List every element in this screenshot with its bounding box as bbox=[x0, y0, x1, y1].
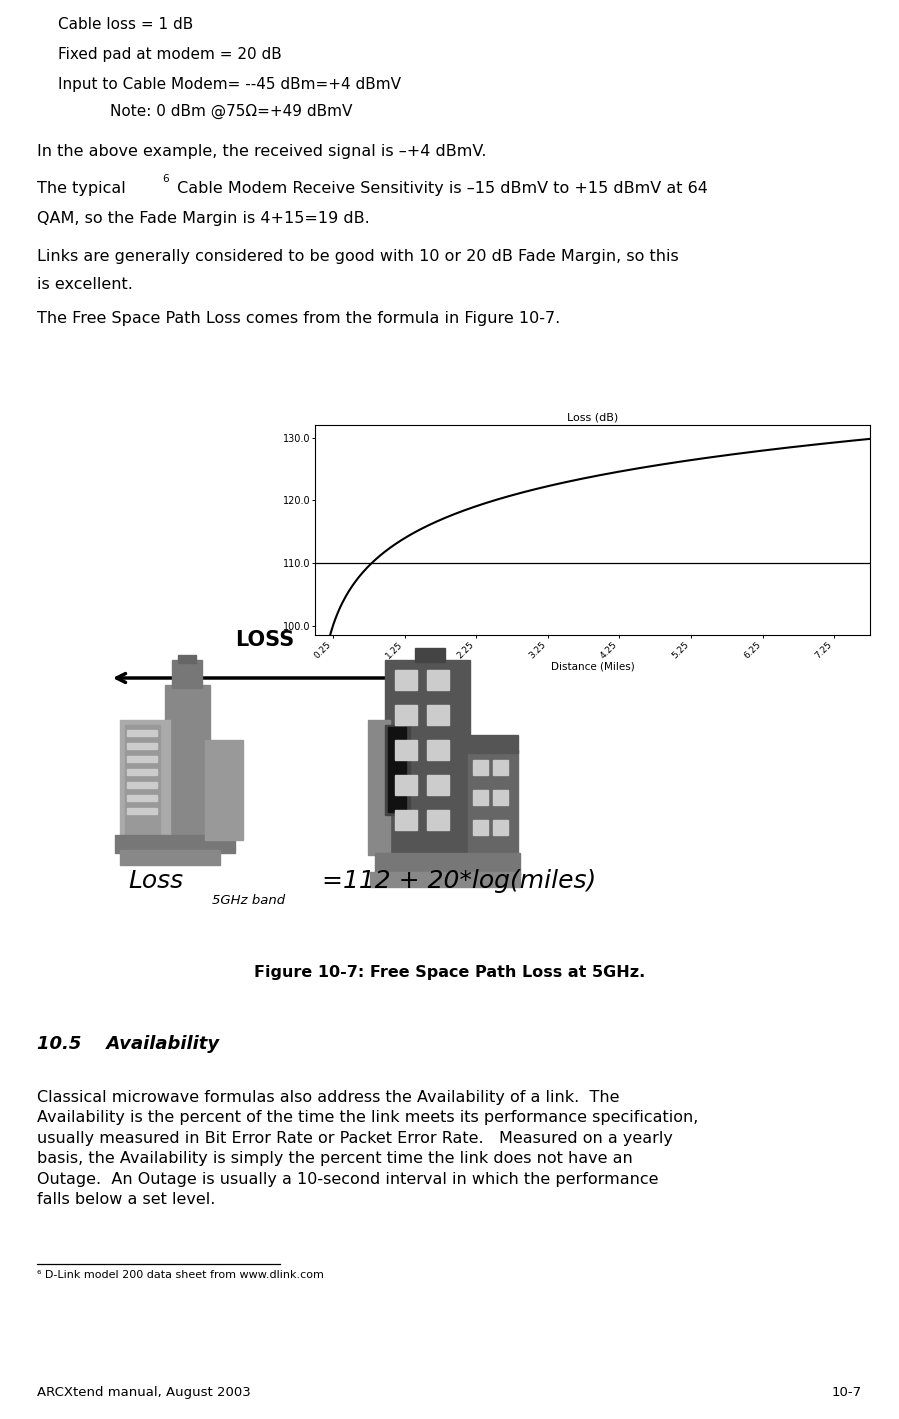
Bar bbox=[427, 775, 449, 795]
Text: Cable Modem Receive Sensitivity is –15 dBmV to +15 dBmV at 64: Cable Modem Receive Sensitivity is –15 d… bbox=[172, 182, 708, 196]
Bar bbox=[385, 725, 410, 815]
Bar bbox=[165, 685, 210, 840]
Bar bbox=[473, 820, 488, 834]
Text: ARCXtend manual, August 2003: ARCXtend manual, August 2003 bbox=[37, 1386, 251, 1399]
Text: =112 + 20*log(miles): =112 + 20*log(miles) bbox=[322, 868, 596, 893]
Bar bbox=[473, 761, 488, 775]
Text: Note: 0 dBm @75Ω=+49 dBmV: Note: 0 dBm @75Ω=+49 dBmV bbox=[110, 104, 352, 119]
Bar bbox=[427, 670, 449, 690]
Bar bbox=[127, 807, 157, 815]
Bar bbox=[205, 739, 243, 840]
Bar bbox=[127, 729, 157, 736]
Text: Cable loss = 1 dB: Cable loss = 1 dB bbox=[58, 17, 193, 33]
Bar bbox=[120, 850, 220, 866]
Text: is excellent.: is excellent. bbox=[37, 277, 133, 292]
Bar bbox=[388, 727, 406, 812]
Bar bbox=[395, 739, 417, 761]
Text: In the above example, the received signal is –+4 dBmV.: In the above example, the received signa… bbox=[37, 143, 486, 159]
Bar bbox=[370, 873, 520, 887]
Title: Loss (dB): Loss (dB) bbox=[567, 413, 619, 423]
Text: Loss: Loss bbox=[128, 868, 183, 893]
Bar bbox=[395, 670, 417, 690]
Bar bbox=[120, 719, 170, 840]
Bar bbox=[395, 705, 417, 725]
Bar bbox=[368, 719, 390, 856]
Bar bbox=[427, 810, 449, 830]
Bar bbox=[172, 660, 202, 688]
Text: Input to Cable Modem= --45 dBm=+4 dBmV: Input to Cable Modem= --45 dBm=+4 dBmV bbox=[58, 77, 401, 92]
Text: LOSS: LOSS bbox=[235, 630, 294, 650]
Bar bbox=[115, 834, 235, 853]
Bar bbox=[493, 820, 508, 834]
Bar bbox=[385, 660, 470, 856]
Text: QAM, so the Fade Margin is 4+15=19 dB.: QAM, so the Fade Margin is 4+15=19 dB. bbox=[37, 211, 369, 226]
Bar bbox=[415, 648, 445, 663]
Bar bbox=[178, 656, 196, 663]
Bar bbox=[427, 739, 449, 761]
FancyArrowPatch shape bbox=[117, 674, 423, 683]
Text: 5GHz band: 5GHz band bbox=[212, 894, 285, 907]
Bar bbox=[127, 756, 157, 762]
Bar bbox=[395, 775, 417, 795]
Text: 6: 6 bbox=[163, 175, 169, 184]
X-axis label: Distance (Miles): Distance (Miles) bbox=[550, 661, 635, 671]
Text: ⁶ D-Link model 200 data sheet from www.dlink.com: ⁶ D-Link model 200 data sheet from www.d… bbox=[37, 1270, 324, 1280]
Text: Classical microwave formulas also address the Availability of a link.  The
Avail: Classical microwave formulas also addres… bbox=[37, 1090, 699, 1208]
Text: Links are generally considered to be good with 10 or 20 dB Fade Margin, so this: Links are generally considered to be goo… bbox=[37, 248, 679, 264]
Text: The Free Space Path Loss comes from the formula in Figure 10-7.: The Free Space Path Loss comes from the … bbox=[37, 311, 560, 326]
Bar bbox=[473, 790, 488, 805]
Bar bbox=[468, 751, 518, 856]
Text: Fixed pad at modem = 20 dB: Fixed pad at modem = 20 dB bbox=[58, 47, 281, 62]
Bar bbox=[427, 705, 449, 725]
Bar bbox=[127, 744, 157, 749]
Bar bbox=[125, 725, 160, 834]
Text: Figure 10-7: Free Space Path Loss at 5GHz.: Figure 10-7: Free Space Path Loss at 5GH… bbox=[254, 965, 645, 981]
Bar bbox=[493, 761, 508, 775]
Bar bbox=[468, 735, 518, 753]
Text: The typical: The typical bbox=[37, 182, 126, 196]
Text: 10.5    Availability: 10.5 Availability bbox=[37, 1034, 219, 1053]
Bar bbox=[493, 790, 508, 805]
Bar bbox=[395, 810, 417, 830]
Text: 10-7: 10-7 bbox=[832, 1386, 862, 1399]
Bar bbox=[127, 782, 157, 788]
Bar bbox=[127, 769, 157, 775]
Bar bbox=[127, 795, 157, 800]
Bar bbox=[375, 853, 520, 876]
